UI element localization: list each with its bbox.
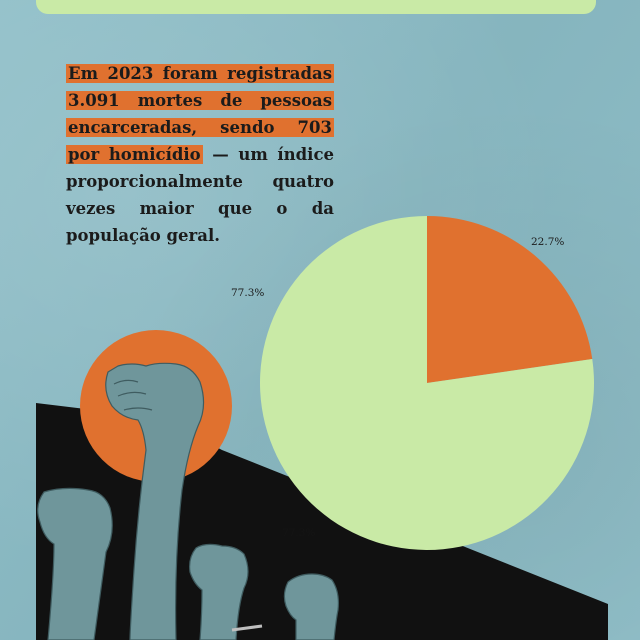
highlight-line-3: encarceradas, sendo 703 <box>66 118 334 137</box>
headline-paragraph: Em 2023 foram registradas 3.091 mortes d… <box>66 60 334 249</box>
slice-label-small: 22.7% <box>531 236 565 248</box>
slice-label-faint: 77.3% <box>282 527 316 539</box>
pie-slice-1 <box>427 216 593 383</box>
pie-slice-2 <box>260 216 594 550</box>
highlight-line-2: 3.091 mortes de pessoas <box>66 91 334 110</box>
highlight-line-4: por homicídio <box>66 145 203 164</box>
paragraph-rest: — um índice proporcionalmente quatro vez… <box>66 145 334 245</box>
highlight-line-1: Em 2023 foram registradas <box>66 64 334 83</box>
top-banner <box>36 0 596 14</box>
slice-label-large: 77.3% <box>231 287 265 299</box>
